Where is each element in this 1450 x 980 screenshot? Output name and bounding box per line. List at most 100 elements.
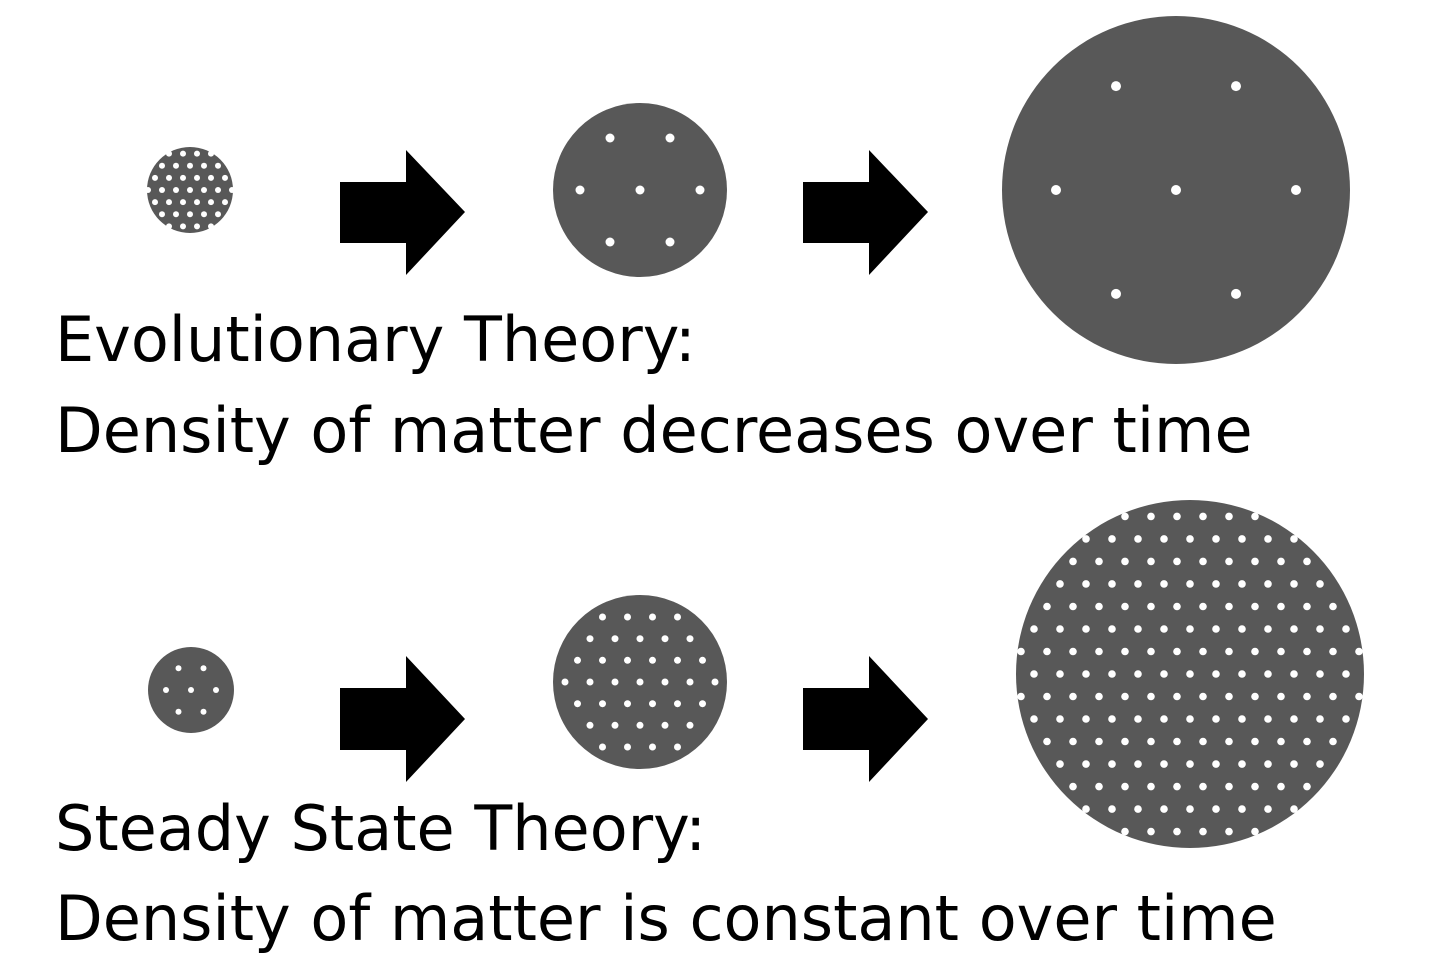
matter-particle xyxy=(1082,535,1090,543)
matter-particle xyxy=(674,700,681,707)
matter-particle xyxy=(649,657,656,664)
evolutionary-title: Evolutionary Theory: xyxy=(55,303,696,376)
matter-particle xyxy=(1264,760,1272,768)
matter-particle xyxy=(699,657,706,664)
matter-particle xyxy=(1121,693,1129,701)
steady-state-stage-3 xyxy=(1016,500,1364,848)
matter-particle xyxy=(574,657,581,664)
matter-particle xyxy=(1173,783,1181,791)
matter-particle xyxy=(208,199,214,205)
matter-particle xyxy=(1108,805,1116,813)
matter-particle xyxy=(687,722,694,729)
matter-particle xyxy=(1173,693,1181,701)
matter-particle xyxy=(666,238,675,247)
matter-particle xyxy=(687,635,694,642)
matter-particle xyxy=(159,163,165,169)
matter-particle xyxy=(1095,783,1103,791)
matter-particle xyxy=(1238,580,1246,588)
matter-particle xyxy=(1111,289,1121,299)
matter-particle xyxy=(1251,603,1259,611)
matter-particle xyxy=(637,679,644,686)
matter-particle xyxy=(587,722,594,729)
matter-particle xyxy=(159,187,165,193)
matter-particle xyxy=(208,223,214,229)
matter-particle xyxy=(696,186,705,195)
arrow-right-icon xyxy=(803,656,928,782)
matter-particle xyxy=(1225,828,1233,836)
matter-particle xyxy=(1238,535,1246,543)
matter-particle xyxy=(1173,648,1181,656)
matter-particle xyxy=(1134,625,1142,633)
arrow-right-icon xyxy=(340,150,465,275)
matter-particle xyxy=(166,175,172,181)
matter-particle xyxy=(1160,805,1168,813)
matter-particle xyxy=(1264,580,1272,588)
matter-particle xyxy=(201,211,207,217)
matter-particle xyxy=(1231,289,1241,299)
matter-particle xyxy=(674,614,681,621)
matter-particle xyxy=(612,722,619,729)
matter-particle xyxy=(1316,670,1324,678)
matter-particle xyxy=(587,679,594,686)
matter-particle xyxy=(1199,693,1207,701)
matter-particle xyxy=(201,709,207,715)
matter-particle xyxy=(145,187,151,193)
matter-particle xyxy=(599,744,606,751)
matter-particle xyxy=(1095,558,1103,566)
matter-particle xyxy=(1069,738,1077,746)
matter-particle xyxy=(1277,738,1285,746)
matter-particle xyxy=(1251,738,1259,746)
matter-particle xyxy=(1111,81,1121,91)
matter-particle xyxy=(1225,648,1233,656)
matter-particle xyxy=(1303,603,1311,611)
matter-particle xyxy=(1264,625,1272,633)
matter-particle xyxy=(1316,760,1324,768)
matter-particle xyxy=(1238,760,1246,768)
matter-particle xyxy=(1329,693,1337,701)
matter-particle xyxy=(1290,580,1298,588)
matter-particle xyxy=(166,151,172,157)
matter-particle xyxy=(194,175,200,181)
matter-particle xyxy=(1329,603,1337,611)
matter-particle xyxy=(1238,625,1246,633)
matter-particle xyxy=(1134,535,1142,543)
matter-particle xyxy=(1069,558,1077,566)
matter-particle xyxy=(599,614,606,621)
matter-particle xyxy=(1251,558,1259,566)
matter-particle xyxy=(1264,805,1272,813)
matter-particle xyxy=(1199,738,1207,746)
arrow-right-icon xyxy=(803,150,928,275)
matter-particle xyxy=(687,679,694,686)
matter-particle xyxy=(1212,580,1220,588)
matter-particle xyxy=(1121,828,1129,836)
matter-particle xyxy=(606,238,615,247)
matter-particle xyxy=(699,700,706,707)
matter-particle xyxy=(1290,760,1298,768)
matter-particle xyxy=(1277,648,1285,656)
matter-particle xyxy=(1173,513,1181,521)
matter-particle xyxy=(674,744,681,751)
matter-particle xyxy=(176,665,182,671)
matter-particle xyxy=(1238,715,1246,723)
matter-particle xyxy=(1199,828,1207,836)
matter-particle xyxy=(1121,738,1129,746)
matter-particle xyxy=(194,199,200,205)
matter-particle xyxy=(1264,670,1272,678)
arrow-right-icon xyxy=(340,656,465,782)
matter-particle xyxy=(1147,828,1155,836)
matter-particle xyxy=(222,199,228,205)
matter-particle xyxy=(636,186,645,195)
matter-particle xyxy=(1121,558,1129,566)
evolutionary-stage-1 xyxy=(145,147,235,233)
matter-particle xyxy=(194,151,200,157)
matter-particle xyxy=(1173,828,1181,836)
matter-particle xyxy=(1082,715,1090,723)
matter-particle xyxy=(215,187,221,193)
matter-particle xyxy=(1264,535,1272,543)
matter-particle xyxy=(1108,760,1116,768)
matter-particle xyxy=(1056,715,1064,723)
matter-particle xyxy=(1225,558,1233,566)
matter-particle xyxy=(587,635,594,642)
matter-particle xyxy=(1186,760,1194,768)
matter-particle xyxy=(1147,783,1155,791)
